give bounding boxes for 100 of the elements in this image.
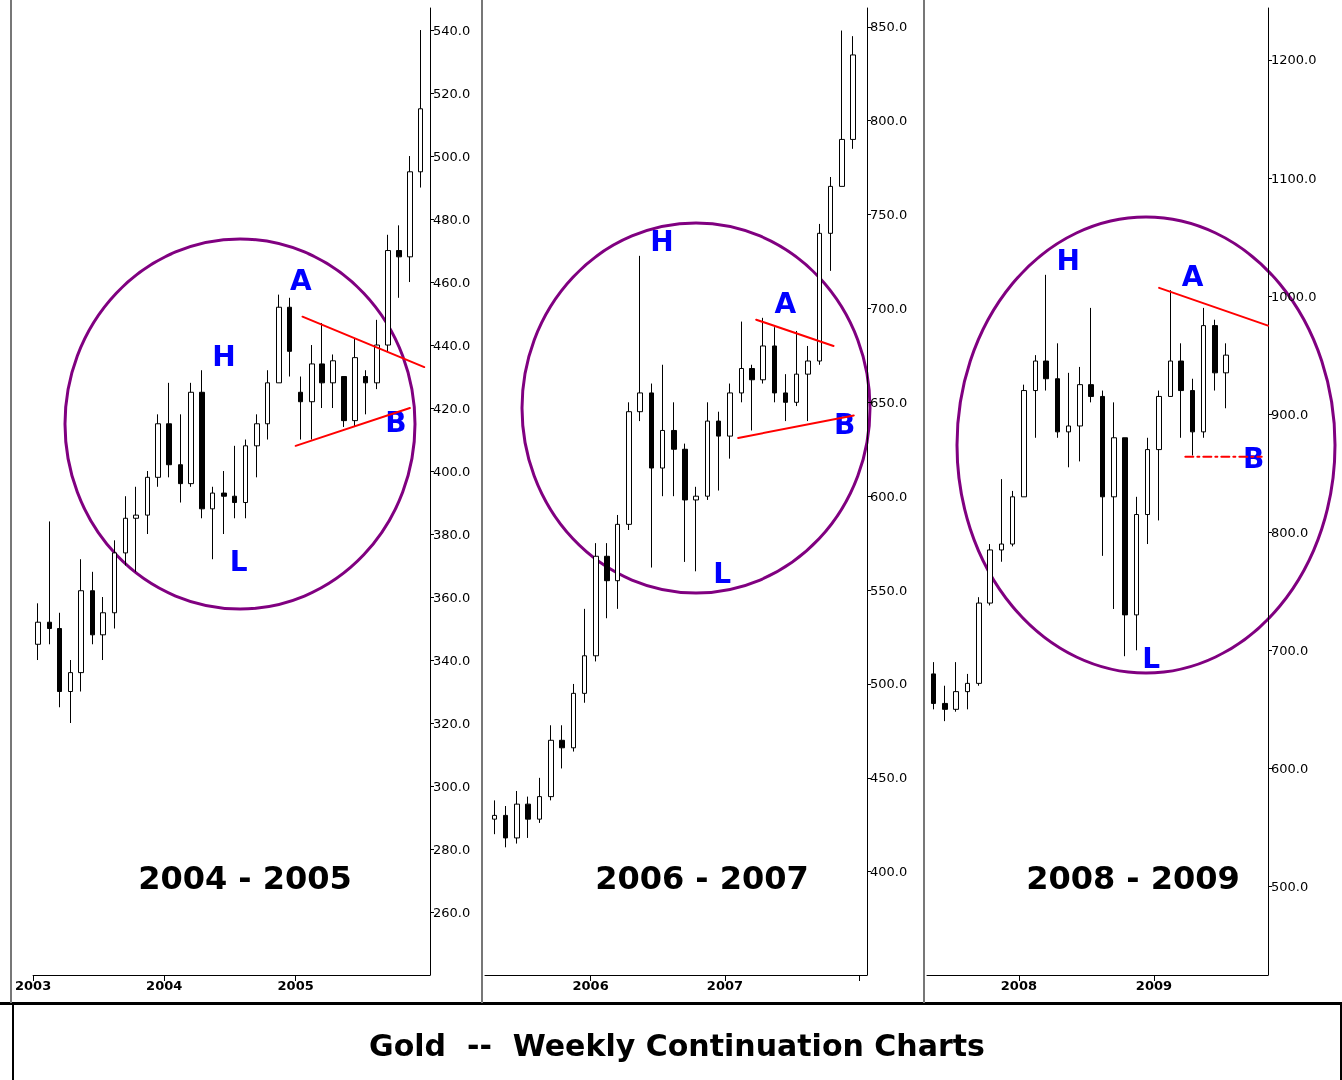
candlestick — [1178, 342, 1184, 439]
annotation: L — [1142, 641, 1161, 675]
candlestick — [749, 364, 755, 431]
candlestick — [1033, 354, 1038, 439]
candlestick — [287, 297, 292, 378]
candlestick — [1145, 437, 1150, 545]
candlestick — [396, 224, 402, 299]
candlestick — [492, 799, 497, 835]
y-tick-label: 420.0 — [433, 400, 471, 416]
candlestick — [1043, 274, 1049, 392]
annotation: H — [650, 225, 674, 259]
candlestick — [682, 443, 688, 563]
candlestick — [330, 353, 336, 409]
candlestick — [68, 659, 73, 724]
candlestick — [90, 571, 95, 645]
candlestick — [1111, 401, 1117, 610]
candlestick — [1088, 307, 1094, 403]
candlestick — [309, 344, 315, 441]
candlestick — [987, 543, 993, 606]
x-tick-label: 2008 — [1000, 978, 1037, 993]
candlestick — [1190, 378, 1195, 456]
y-tick-label: 320.0 — [433, 715, 471, 731]
y-tick-label: 450.0 — [870, 770, 908, 786]
candlestick — [931, 661, 936, 710]
y-tick-label: 1100.0 — [1271, 170, 1317, 186]
y-tick-label: 500.0 — [870, 676, 908, 692]
y-tick-label: 400.0 — [870, 864, 908, 880]
candlestick — [503, 805, 508, 848]
candlestick — [525, 796, 531, 839]
candlestick — [953, 661, 959, 713]
candlestick — [537, 777, 542, 824]
candlestick — [559, 724, 565, 769]
y-tick-label: 480.0 — [433, 211, 471, 227]
annotation: A — [1181, 259, 1204, 293]
candlestick — [604, 542, 610, 619]
candlestick — [363, 369, 368, 415]
y-tick-label: 700.0 — [1271, 642, 1309, 658]
candlestick — [1010, 490, 1015, 547]
x-tick-label: 2005 — [277, 978, 314, 993]
candlestick — [783, 373, 788, 422]
y-tick-label: 500.0 — [433, 148, 471, 164]
y-tick-label: 700.0 — [870, 300, 908, 316]
annotation: 2004 - 2005 — [138, 859, 352, 897]
y-tick-label: 340.0 — [433, 652, 471, 668]
candlestick — [1055, 342, 1060, 439]
y-tick-label: 1200.0 — [1271, 52, 1317, 68]
candlestick — [593, 542, 599, 662]
y-tick-label: 300.0 — [433, 778, 471, 794]
annotation: H — [212, 339, 236, 373]
candlestick — [374, 319, 380, 390]
x-tick-label: 2007 — [706, 978, 744, 993]
y-tick-label: 800.0 — [1271, 524, 1309, 540]
y-tick-label: 520.0 — [433, 85, 471, 101]
candlestick — [35, 602, 41, 661]
y-tick-label: 650.0 — [870, 394, 908, 410]
y-tick-label: 850.0 — [870, 19, 908, 35]
y-tick-label: 750.0 — [870, 207, 908, 223]
candlestick — [221, 470, 227, 535]
annotation: A — [774, 287, 797, 321]
candlestick — [210, 486, 215, 560]
candlestick — [615, 514, 620, 610]
candlestick — [1168, 289, 1173, 397]
x-tick-label: 2003 — [15, 978, 52, 993]
candlestick — [1122, 437, 1128, 657]
candlestick — [1156, 390, 1162, 521]
candlestick — [1223, 342, 1229, 409]
candlestick — [772, 326, 777, 403]
y-tick-label: 280.0 — [433, 841, 471, 857]
candlestick — [352, 338, 358, 428]
candlestick — [760, 317, 766, 385]
candlestick — [47, 520, 52, 645]
candlestick — [112, 539, 117, 630]
candlestick — [794, 330, 799, 407]
candlestick — [57, 612, 62, 708]
candlestick — [155, 413, 161, 488]
x-tick-label: 2004 — [146, 978, 183, 993]
candlestick — [1201, 307, 1206, 439]
candlestick — [942, 685, 948, 722]
candlestick — [693, 486, 699, 572]
y-tick-label: 260.0 — [433, 904, 471, 920]
candlestick — [1021, 384, 1027, 498]
candlestick — [298, 376, 303, 441]
candlestick — [660, 364, 665, 497]
candlestick — [514, 790, 520, 845]
candlestick — [254, 413, 260, 478]
candlestick — [178, 413, 183, 504]
annotation: 2008 - 2009 — [1026, 859, 1240, 897]
y-tick-label: 440.0 — [433, 337, 471, 353]
candlestick — [671, 401, 677, 497]
candlestick — [1100, 390, 1105, 557]
candlestick — [123, 495, 128, 567]
candlestick — [232, 445, 237, 519]
annotation: L — [229, 544, 248, 578]
candlestick — [850, 35, 856, 150]
y-tick-label: 500.0 — [1271, 878, 1309, 894]
candlestick — [341, 376, 347, 428]
candlestick — [1134, 496, 1139, 651]
y-tick-label: 540.0 — [433, 22, 471, 38]
candlestick — [817, 223, 822, 366]
candlestick — [637, 255, 643, 422]
